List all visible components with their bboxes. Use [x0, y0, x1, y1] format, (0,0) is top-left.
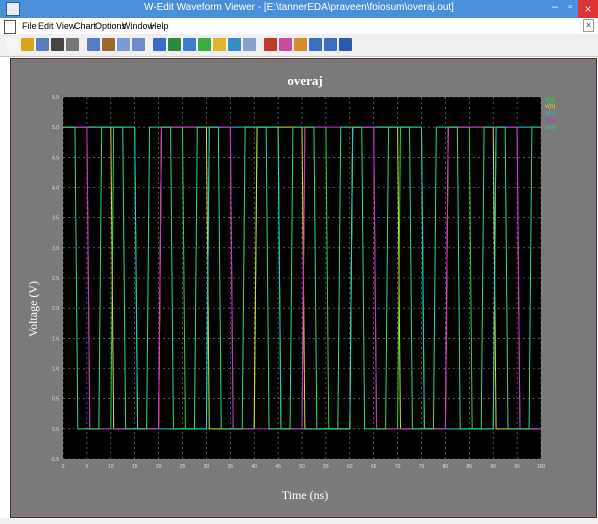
menu-help[interactable]: Help — [150, 21, 169, 31]
y-tick-label: 3.0 — [52, 246, 59, 252]
x-axis-label: Time (ns) — [282, 488, 329, 502]
pause-icon[interactable] — [309, 38, 322, 51]
x-tick-label: 25 — [180, 464, 186, 470]
chart-blue-icon[interactable] — [183, 38, 196, 51]
waveform-series-3 — [63, 126, 541, 430]
legend-entry: v(c) — [545, 111, 555, 117]
document-icon — [4, 20, 16, 34]
y-tick-label: 1.0 — [52, 367, 59, 373]
chart-green-icon[interactable] — [198, 38, 211, 51]
x-tick-label: 85 — [467, 464, 473, 470]
zoom-icon[interactable] — [243, 38, 256, 51]
x-tick-label: 40 — [251, 464, 257, 470]
cursor-icon[interactable] — [264, 38, 277, 51]
x-tick-label: 60 — [347, 464, 353, 470]
waveform-chart: 0 5 10 15 20 25 30 35 40 45 50 55 60 65 70 75 80 85 90 95 10… — [26, 73, 555, 502]
y-tick-label: 2.0 — [52, 306, 59, 312]
legend: v(a)v(b)v(c)v(d)v(e) — [545, 97, 555, 131]
menu-file[interactable]: File — [22, 21, 37, 31]
x-tick-label: 55 — [323, 464, 329, 470]
legend-entry: v(a) — [545, 97, 555, 103]
y-tick-label: 5.5 — [52, 95, 59, 101]
save-icon[interactable] — [36, 38, 49, 51]
chart-icon[interactable] — [153, 38, 166, 51]
minimize-button[interactable]: – — [551, 1, 558, 13]
app-icon — [6, 2, 20, 16]
status-bar — [0, 518, 598, 524]
open-icon[interactable] — [21, 38, 34, 51]
close-button[interactable]: × — [578, 0, 598, 18]
chart-yellow-icon[interactable] — [213, 38, 226, 51]
legend-entry: v(d) — [545, 118, 555, 124]
menu-window[interactable]: Window — [122, 21, 155, 31]
y-tick-label: -0.5 — [50, 457, 59, 463]
list-icon[interactable] — [117, 38, 130, 51]
x-tick-label: 65 — [371, 464, 377, 470]
y-tick-label: 0.5 — [52, 397, 59, 403]
legend-entry: v(e) — [545, 125, 555, 131]
y-tick-label: 5.0 — [52, 125, 59, 131]
toolbar — [0, 34, 598, 57]
x-tick-label: 5 — [86, 464, 89, 470]
x-tick-label: 45 — [275, 464, 281, 470]
x-tick-label: 70 — [395, 464, 401, 470]
y-tick-label: 0.0 — [52, 427, 59, 433]
x-tick-label: 90 — [490, 464, 496, 470]
cut-icon[interactable] — [66, 38, 79, 51]
y-tick-label: 3.5 — [52, 216, 59, 222]
x-tick-label: 100 — [537, 464, 546, 470]
window-title: W-Edit Waveform Viewer - [E:\tannerEDA\p… — [144, 2, 454, 13]
waveform-panel: 0 5 10 15 20 25 30 35 40 45 50 55 60 65 70 75 80 85 90 95 10… — [10, 58, 597, 518]
grid-icon[interactable] — [132, 38, 145, 51]
x-tick-label: 0 — [62, 464, 65, 470]
y-axis-label: Voltage (V) — [26, 281, 40, 337]
play-icon[interactable] — [324, 38, 337, 51]
x-tick-label: 30 — [204, 464, 210, 470]
chart-title: overaj — [287, 73, 322, 88]
x-tick-label: 15 — [132, 464, 138, 470]
x-tick-label: 35 — [228, 464, 234, 470]
title-bar: W-Edit Waveform Viewer - [E:\tannerEDA\p… — [0, 0, 598, 18]
x-tick-label: 75 — [419, 464, 425, 470]
waveform-series-4 — [63, 126, 541, 430]
y-tick-label: 4.5 — [52, 155, 59, 161]
y-tick-label: 1.5 — [52, 336, 59, 342]
lock-icon[interactable] — [168, 38, 181, 51]
restore-button[interactable]: ▫ — [568, 1, 572, 13]
y-tick-label: 4.0 — [52, 186, 59, 192]
mdi-close-button[interactable]: × — [583, 19, 594, 32]
menu-bar: File Edit View Chart Options Window Help… — [0, 18, 598, 34]
menu-options[interactable]: Options — [95, 21, 127, 31]
x-tick-label: 20 — [156, 464, 162, 470]
new-icon[interactable] — [6, 38, 19, 51]
menu-view[interactable]: View — [56, 21, 76, 31]
measure-icon[interactable] — [279, 38, 292, 51]
legend-entry: v(b) — [545, 104, 555, 110]
y-tick-label: 2.5 — [52, 276, 59, 282]
x-tick-label: 50 — [299, 464, 305, 470]
menu-chart[interactable]: Chart — [74, 21, 97, 31]
marker-icon[interactable] — [294, 38, 307, 51]
print-icon[interactable] — [51, 38, 64, 51]
axis-ticks: 0 5 10 15 20 25 30 35 40 45 50 55 60 65 70 75 80 85 90 95 10… — [50, 95, 545, 470]
copy-icon[interactable] — [87, 38, 100, 51]
chart-stack-icon[interactable] — [228, 38, 241, 51]
x-tick-label: 10 — [108, 464, 114, 470]
x-tick-label: 95 — [514, 464, 520, 470]
pen-icon[interactable] — [339, 38, 352, 51]
x-tick-label: 80 — [443, 464, 449, 470]
waveforms — [63, 126, 541, 430]
paste-icon[interactable] — [102, 38, 115, 51]
menu-edit[interactable]: Edit — [38, 21, 54, 31]
